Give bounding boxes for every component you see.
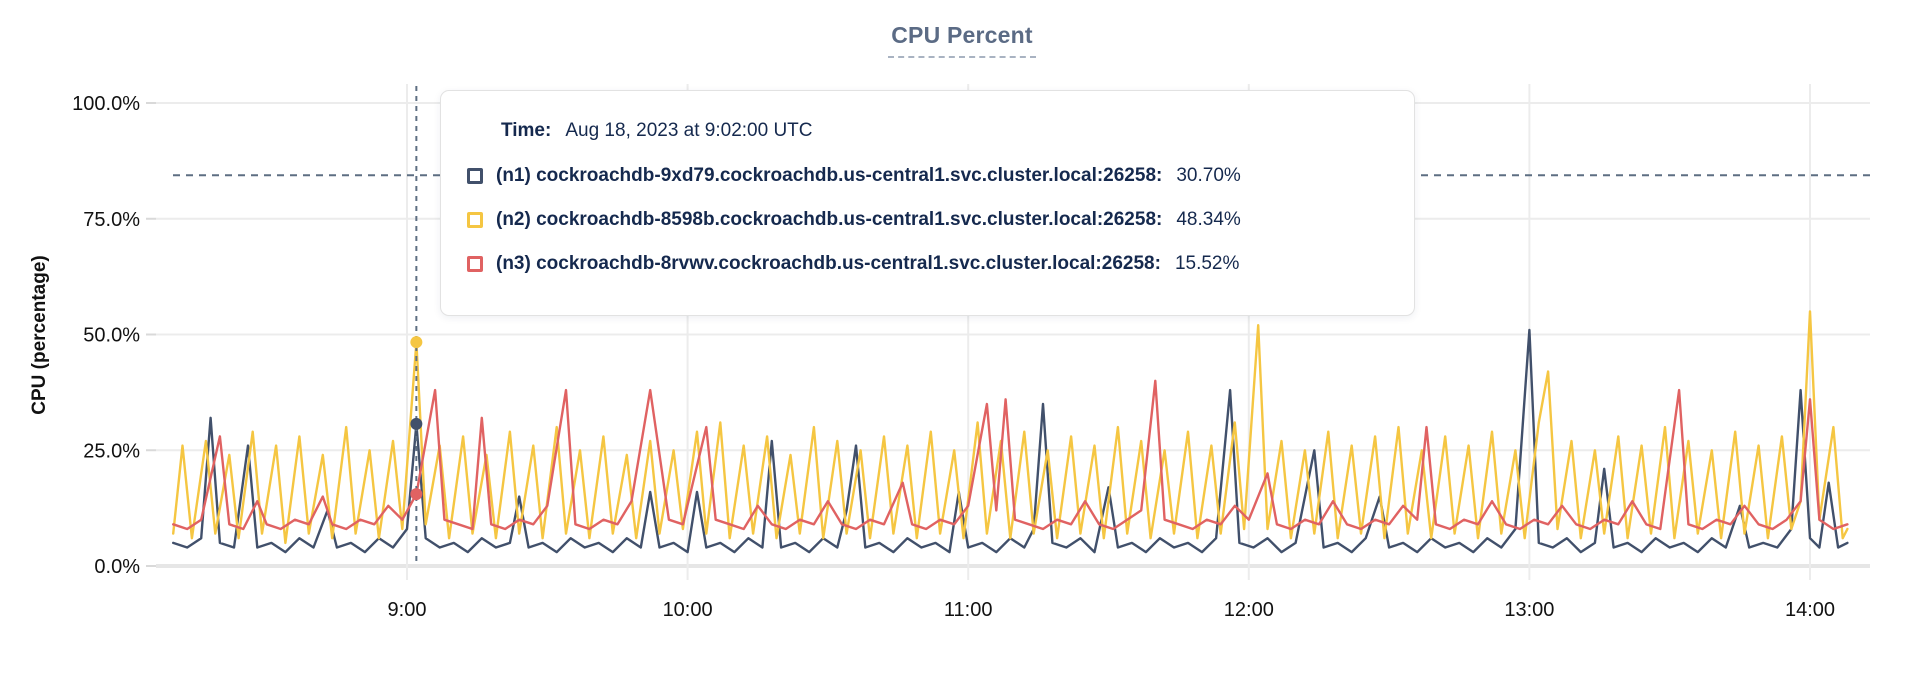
hover-dot-n1 [410, 417, 423, 430]
tooltip-series-row-n3: (n3) cockroachdb-8rvwv.cockroachdb.us-ce… [467, 252, 1384, 275]
series-n2-label: (n2) cockroachdb-8598b.cockroachdb.us-ce… [496, 208, 1163, 230]
tooltip-time-value: Aug 18, 2023 at 9:02:00 UTC [565, 119, 813, 141]
hover-dot-n3 [410, 488, 423, 501]
series-n2-value: 48.34% [1176, 208, 1241, 230]
y-tick-label: 75.0% [83, 209, 140, 231]
y-tick-label: 100.0% [72, 93, 140, 115]
tooltip-time-row: Time: Aug 18, 2023 at 9:02:00 UTC [501, 119, 1384, 142]
series-n3-value: 15.52% [1174, 252, 1240, 274]
tooltip-series-row-n2: (n2) cockroachdb-8598b.cockroachdb.us-ce… [467, 208, 1384, 231]
series-line-n3 [171, 379, 1849, 531]
series-n1-swatch-icon [467, 167, 483, 184]
y-tick-label: 50.0% [83, 325, 140, 347]
x-tick-label: 14:00 [1785, 599, 1835, 621]
series-n3-label: (n3) cockroachdb-8rvwv.cockroachdb.us-ce… [496, 252, 1161, 274]
chart-title[interactable]: CPU Percent [888, 22, 1036, 58]
y-tick-label: 0.0% [94, 556, 140, 578]
x-tick-label: 11:00 [944, 599, 993, 621]
chart-title-wrap: CPU Percent [0, 22, 1924, 58]
x-tick-label: 10:00 [663, 599, 713, 621]
tooltip-time-label: Time: [501, 119, 552, 141]
series-n2-swatch-icon [467, 211, 483, 228]
series-line-n1 [171, 328, 1849, 554]
x-tick-label: 9:00 [388, 599, 427, 621]
series-line-n2 [171, 310, 1849, 545]
series-n3-swatch-icon [467, 255, 483, 272]
chart-hover-tooltip: Time: Aug 18, 2023 at 9:02:00 UTC (n1) c… [440, 90, 1415, 316]
tooltip-series-row-n1: (n1) cockroachdb-9xd79.cockroachdb.us-ce… [467, 164, 1384, 187]
x-tick-label: 13:00 [1504, 599, 1554, 621]
y-tick-label: 25.0% [83, 440, 140, 462]
series-n1-value: 30.70% [1176, 164, 1241, 186]
hover-dot-n2 [410, 336, 423, 349]
series-n1-label: (n1) cockroachdb-9xd79.cockroachdb.us-ce… [496, 164, 1163, 186]
x-tick-label: 12:00 [1224, 599, 1274, 621]
